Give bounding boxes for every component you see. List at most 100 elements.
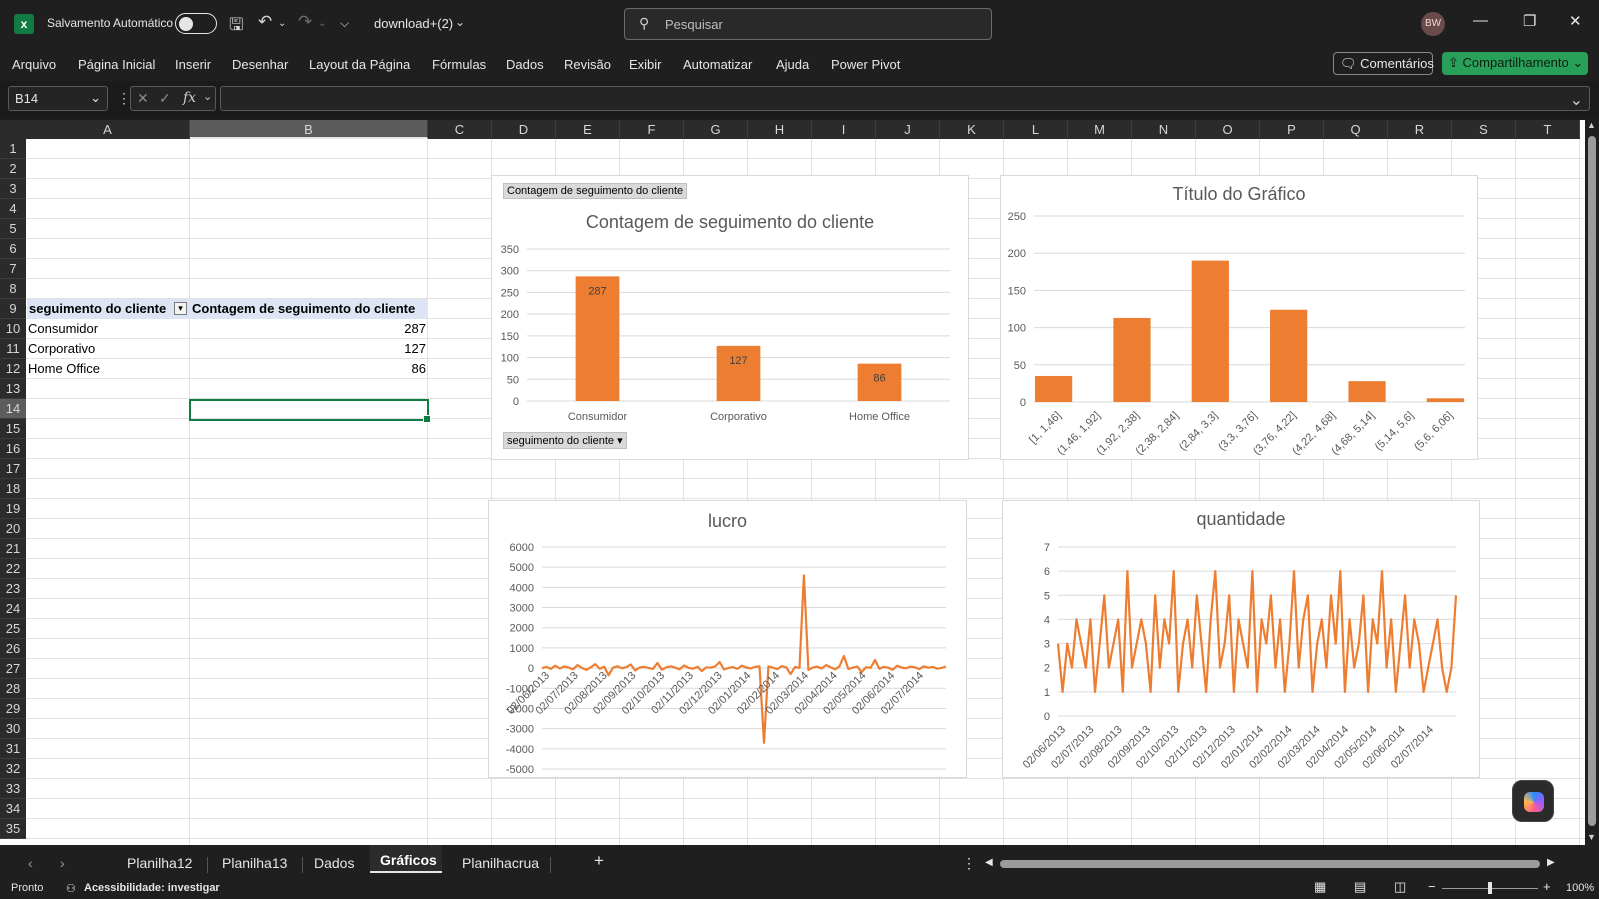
redo-icon[interactable]: ↷ [298, 12, 313, 31]
row-header-34[interactable]: 34 [0, 799, 26, 819]
scroll-right-icon[interactable]: ▶ [1547, 857, 1555, 868]
autosave-toggle[interactable] [175, 13, 217, 34]
tab-exibir[interactable]: Exibir [629, 57, 662, 72]
tab-desenhar[interactable]: Desenhar [232, 57, 289, 72]
expand-formula-icon[interactable]: ⌄ [1569, 92, 1583, 109]
chevron-down-icon[interactable]: ⌄ [455, 15, 466, 29]
column-header-m[interactable]: M [1068, 120, 1132, 139]
horizontal-scroll-thumb[interactable] [1000, 860, 1540, 868]
row-header-11[interactable]: 11 [0, 339, 26, 359]
row-header-19[interactable]: 19 [0, 499, 26, 519]
sheet-tab-graficos[interactable]: Gráficos [380, 852, 437, 868]
accessibility-status[interactable]: Acessibilidade: investigar [84, 882, 220, 894]
selected-cell-b14[interactable] [189, 399, 431, 423]
undo-dropdown-icon[interactable]: ⌄ [278, 18, 287, 29]
row-header-29[interactable]: 29 [0, 699, 26, 719]
row-header-18[interactable]: 18 [0, 479, 26, 499]
row-header-2[interactable]: 2 [0, 159, 26, 179]
column-header-h[interactable]: H [748, 120, 812, 139]
row-header-14[interactable]: 14 [0, 399, 26, 419]
row-header-22[interactable]: 22 [0, 559, 26, 579]
undo-icon[interactable]: ↶ [258, 12, 273, 31]
filter-dropdown-icon[interactable]: ▾ [174, 302, 187, 315]
row-header-20[interactable]: 20 [0, 519, 26, 539]
row-header-27[interactable]: 27 [0, 659, 26, 679]
zoom-level[interactable]: 100% [1566, 882, 1595, 894]
insert-function-icon[interactable]: fx [183, 90, 197, 106]
row-header-16[interactable]: 16 [0, 439, 26, 459]
zoom-in-icon[interactable]: + [1543, 879, 1551, 894]
normal-view-icon[interactable]: ▦ [1314, 879, 1327, 894]
row-header-4[interactable]: 4 [0, 199, 26, 219]
pivot-row-label[interactable]: Home Office [28, 361, 101, 376]
column-header-f[interactable]: F [620, 120, 684, 139]
scroll-thumb[interactable] [1588, 136, 1596, 826]
row-header-24[interactable]: 24 [0, 599, 26, 619]
minimize-icon[interactable]: — [1473, 12, 1488, 29]
tab-power-pivot[interactable]: Power Pivot [831, 57, 901, 72]
column-header-o[interactable]: O [1196, 120, 1260, 139]
scroll-down-icon[interactable]: ▼ [1587, 832, 1596, 842]
sheet-tab-planilha13[interactable]: Planilha13 [222, 855, 288, 871]
tab-revisao[interactable]: Revisão [564, 57, 611, 72]
column-header-p[interactable]: P [1260, 120, 1324, 139]
row-header-17[interactable]: 17 [0, 459, 26, 479]
search-box[interactable]: ⚲ Pesquisar [624, 8, 992, 40]
tab-formulas[interactable]: Fórmulas [432, 57, 487, 72]
pivot-row-label-header[interactable]: seguimento do cliente ▾ [27, 299, 189, 319]
save-icon[interactable]: 🖫 [229, 15, 244, 34]
column-header-j[interactable]: J [876, 120, 940, 139]
column-header-i[interactable]: I [812, 120, 876, 139]
row-header-25[interactable]: 25 [0, 619, 26, 639]
pivot-value-field-button[interactable]: Contagem de seguimento do cliente [503, 183, 688, 199]
pivot-row-value[interactable]: 127 [404, 341, 426, 356]
row-header-9[interactable]: 9 [0, 299, 26, 319]
row-header-32[interactable]: 32 [0, 759, 26, 779]
row-header-6[interactable]: 6 [0, 239, 26, 259]
row-header-26[interactable]: 26 [0, 639, 26, 659]
prev-sheet-icon[interactable]: ‹ [28, 855, 33, 871]
row-header-7[interactable]: 7 [0, 259, 26, 279]
sheet-tab-dados[interactable]: Dados [314, 855, 355, 871]
tab-automatizar[interactable]: Automatizar [683, 57, 753, 72]
row-header-10[interactable]: 10 [0, 319, 26, 339]
column-header-s[interactable]: S [1452, 120, 1516, 139]
comments-button[interactable]: 🗨 Comentários [1333, 52, 1434, 75]
row-header-30[interactable]: 30 [0, 719, 26, 739]
row-header-33[interactable]: 33 [0, 779, 26, 799]
sheet-tab-planilha12[interactable]: Planilha12 [127, 855, 193, 871]
next-sheet-icon[interactable]: › [60, 855, 65, 871]
tab-dados[interactable]: Dados [506, 57, 544, 72]
column-header-k[interactable]: K [940, 120, 1004, 139]
column-header-g[interactable]: G [684, 120, 748, 139]
sheet-tab-planilhacrua[interactable]: Planilhacrua [462, 855, 540, 871]
scroll-up-icon[interactable]: ▲ [1587, 120, 1596, 130]
select-all-corner[interactable] [0, 120, 26, 139]
tab-arquivo[interactable]: Arquivo [12, 57, 57, 72]
column-header-l[interactable]: L [1004, 120, 1068, 139]
column-header-b[interactable]: B [190, 120, 428, 139]
row-header-35[interactable]: 35 [0, 819, 26, 839]
page-break-view-icon[interactable]: ◫ [1394, 879, 1407, 894]
column-header-t[interactable]: T [1516, 120, 1580, 139]
pivot-row-value[interactable]: 86 [411, 361, 426, 376]
pivot-bar-chart[interactable]: Contagem de seguimento do cliente Contag… [491, 175, 969, 460]
lucro-line-chart[interactable]: lucro -5000 -4000 -3000 -2000 -1000 0 1000 2000… [488, 500, 967, 778]
zoom-slider-handle[interactable] [1488, 882, 1492, 894]
tab-pagina-inicial[interactable]: Página Inicial [78, 57, 156, 72]
formula-input[interactable]: ⌄ [220, 86, 1590, 111]
row-header-31[interactable]: 31 [0, 739, 26, 759]
pivot-row-label[interactable]: Corporativo [28, 341, 96, 356]
column-header-c[interactable]: C [428, 120, 492, 139]
row-header-23[interactable]: 23 [0, 579, 26, 599]
row-header-3[interactable]: 3 [0, 179, 26, 199]
column-header-d[interactable]: D [492, 120, 556, 139]
tab-ajuda[interactable]: Ajuda [776, 57, 810, 72]
row-header-13[interactable]: 13 [0, 379, 26, 399]
column-header-n[interactable]: N [1132, 120, 1196, 139]
pivot-row-value[interactable]: 287 [404, 321, 426, 336]
row-header-15[interactable]: 15 [0, 419, 26, 439]
column-header-e[interactable]: E [556, 120, 620, 139]
quantidade-line-chart[interactable]: quantidade 0 1 2 3 4 5 6 7 02/06/2013 02/07/2013 0… [1002, 500, 1480, 778]
row-header-21[interactable]: 21 [0, 539, 26, 559]
